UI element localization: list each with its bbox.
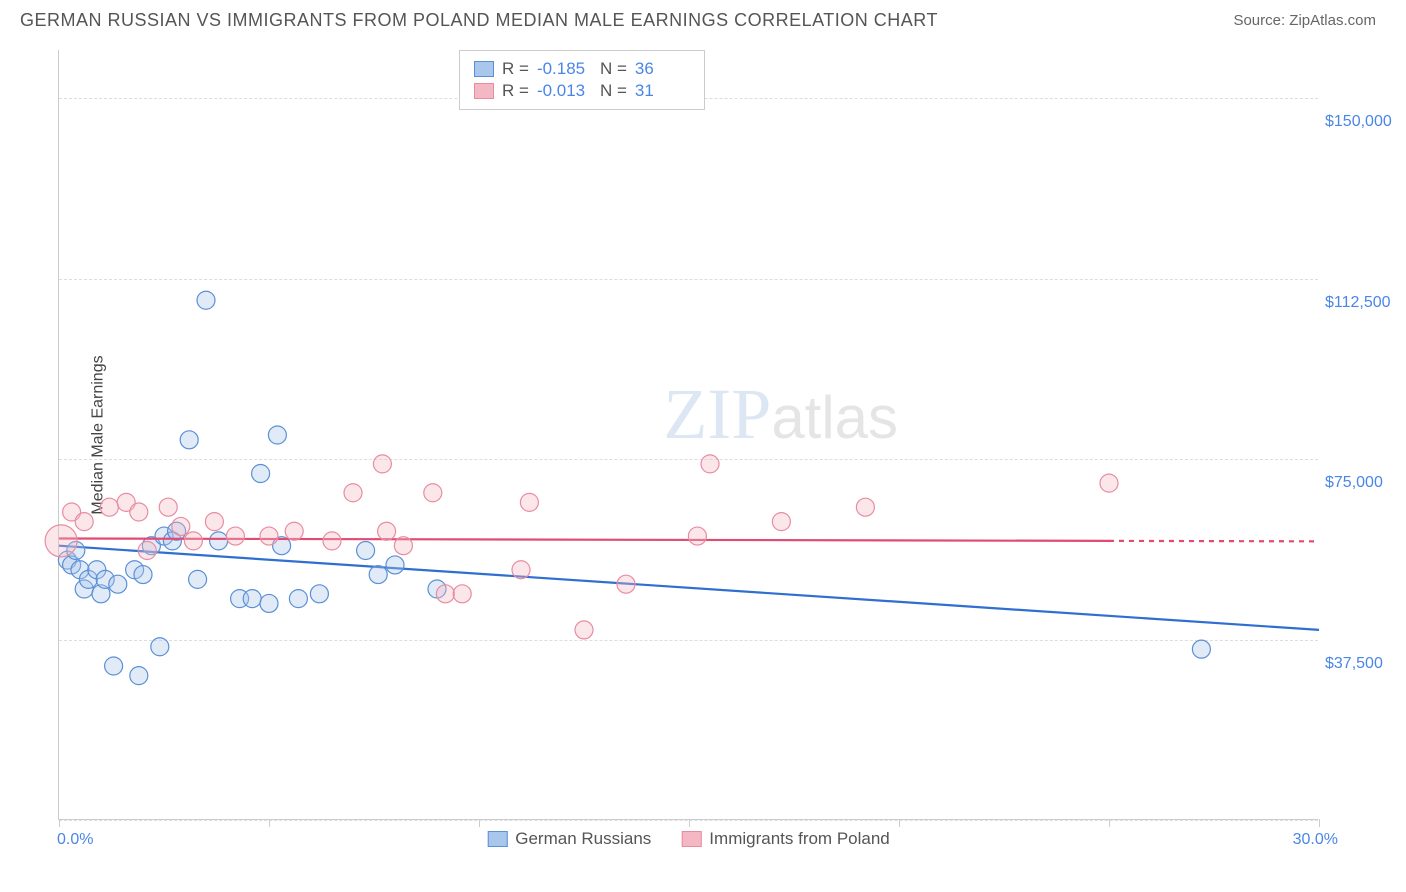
data-point: [138, 542, 156, 560]
data-point: [772, 513, 790, 531]
data-point: [378, 522, 396, 540]
data-point: [252, 465, 270, 483]
data-point: [180, 431, 198, 449]
data-point: [130, 667, 148, 685]
data-point: [357, 542, 375, 560]
data-point: [617, 575, 635, 593]
stats-r-label: R =: [502, 81, 529, 101]
data-point: [226, 527, 244, 545]
data-point: [575, 621, 593, 639]
data-point: [260, 594, 278, 612]
data-point: [856, 498, 874, 516]
x-tick: [59, 819, 60, 827]
data-point: [688, 527, 706, 545]
data-point: [373, 455, 391, 473]
stats-r-value: -0.013: [537, 81, 592, 101]
swatch-icon: [474, 83, 494, 99]
data-point: [1100, 474, 1118, 492]
stats-n-label: N =: [600, 81, 627, 101]
data-point: [285, 522, 303, 540]
data-point: [189, 570, 207, 588]
stats-n-value: 36: [635, 59, 690, 79]
x-tick: [689, 819, 690, 827]
data-point: [289, 590, 307, 608]
data-point: [386, 556, 404, 574]
data-point: [344, 484, 362, 502]
scatter-plot: [59, 50, 1318, 819]
data-point: [205, 513, 223, 531]
stats-n-value: 31: [635, 81, 690, 101]
y-tick-label: $150,000: [1325, 113, 1400, 131]
data-point: [260, 527, 278, 545]
data-point: [100, 498, 118, 516]
data-point: [701, 455, 719, 473]
data-point: [210, 532, 228, 550]
legend: German Russians Immigrants from Poland: [487, 829, 890, 849]
chart-title: GERMAN RUSSIAN VS IMMIGRANTS FROM POLAND…: [20, 10, 938, 31]
x-axis-end-label: 30.0%: [1293, 831, 1338, 849]
source-label: Source: ZipAtlas.com: [1233, 12, 1376, 29]
data-point: [243, 590, 261, 608]
stats-box: R = -0.185 N = 36 R = -0.013 N = 31: [459, 50, 705, 110]
data-point: [512, 561, 530, 579]
legend-item-0: German Russians: [487, 829, 651, 849]
data-point: [1192, 640, 1210, 658]
stats-r-label: R =: [502, 59, 529, 79]
data-point: [436, 585, 454, 603]
swatch-icon: [487, 831, 507, 847]
x-tick: [1109, 819, 1110, 827]
data-point: [394, 537, 412, 555]
x-tick: [479, 819, 480, 827]
swatch-icon: [681, 831, 701, 847]
swatch-icon: [474, 61, 494, 77]
data-point: [109, 575, 127, 593]
trend-line: [59, 546, 1319, 630]
data-point: [159, 498, 177, 516]
x-tick: [1319, 819, 1320, 827]
x-tick: [269, 819, 270, 827]
legend-label: Immigrants from Poland: [709, 829, 889, 849]
data-point: [105, 657, 123, 675]
stats-row-1: R = -0.013 N = 31: [474, 81, 690, 101]
data-point: [197, 291, 215, 309]
stats-n-label: N =: [600, 59, 627, 79]
data-point: [172, 517, 190, 535]
x-axis-start-label: 0.0%: [57, 831, 93, 849]
data-point: [75, 513, 93, 531]
y-tick-label: $112,500: [1325, 294, 1400, 312]
x-tick: [899, 819, 900, 827]
stats-row-0: R = -0.185 N = 36: [474, 59, 690, 79]
stats-r-value: -0.185: [537, 59, 592, 79]
data-point: [268, 426, 286, 444]
data-point: [369, 566, 387, 584]
data-point: [184, 532, 202, 550]
data-point: [453, 585, 471, 603]
data-point: [151, 638, 169, 656]
data-point: [323, 532, 341, 550]
data-point: [134, 566, 152, 584]
data-point: [520, 493, 538, 511]
data-point: [45, 525, 77, 557]
data-point: [310, 585, 328, 603]
legend-label: German Russians: [515, 829, 651, 849]
legend-item-1: Immigrants from Poland: [681, 829, 889, 849]
y-tick-label: $37,500: [1325, 655, 1400, 673]
data-point: [130, 503, 148, 521]
data-point: [424, 484, 442, 502]
y-tick-label: $75,000: [1325, 474, 1400, 492]
chart-area: Median Male Earnings $37,500$75,000$112,…: [58, 50, 1318, 820]
